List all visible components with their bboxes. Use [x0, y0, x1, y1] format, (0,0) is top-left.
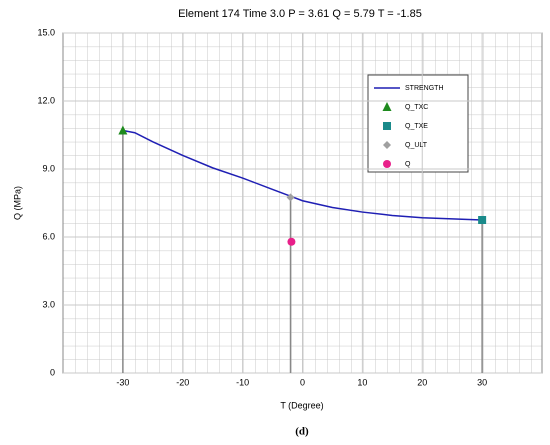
legend-label: Q_TXE: [405, 123, 428, 130]
legend-swatch: [383, 160, 391, 168]
legend-label: STRENGTH: [405, 85, 444, 92]
y-tick-label: 3.0: [42, 299, 55, 309]
y-tick-label: 9.0: [42, 163, 55, 173]
legend-swatch: [382, 102, 392, 111]
legend-label: Q_ULT: [405, 142, 428, 149]
point-marker: [286, 193, 295, 202]
legend-swatch: [383, 141, 391, 149]
x-tick-label: 30: [477, 377, 487, 387]
legend-label: Q: [405, 161, 411, 168]
y-tick-label: 12.0: [37, 95, 55, 105]
legend-label: Q_TXC: [405, 104, 428, 111]
x-axis-label: T (Degree): [280, 400, 323, 410]
x-tick-label: 20: [417, 377, 427, 387]
point-marker: [287, 237, 296, 246]
y-tick-label: 15.0: [37, 27, 55, 37]
x-tick-label: -10: [236, 377, 249, 387]
caption: (d): [295, 426, 309, 438]
point-marker: [118, 125, 128, 135]
x-tick-label: -30: [116, 377, 129, 387]
x-tick-label: 0: [300, 377, 305, 387]
point-marker: [478, 216, 487, 224]
y-tick-label: 0: [50, 367, 55, 377]
legend-swatch: [383, 122, 391, 130]
chart-title: Element 174 Time 3.0 P = 3.61 Q = 5.79 T…: [178, 8, 422, 20]
x-tick-label: -20: [176, 377, 189, 387]
y-axis-label: Q (MPa): [12, 186, 22, 220]
y-tick-label: 6.0: [42, 231, 55, 241]
x-tick-label: 10: [357, 377, 367, 387]
